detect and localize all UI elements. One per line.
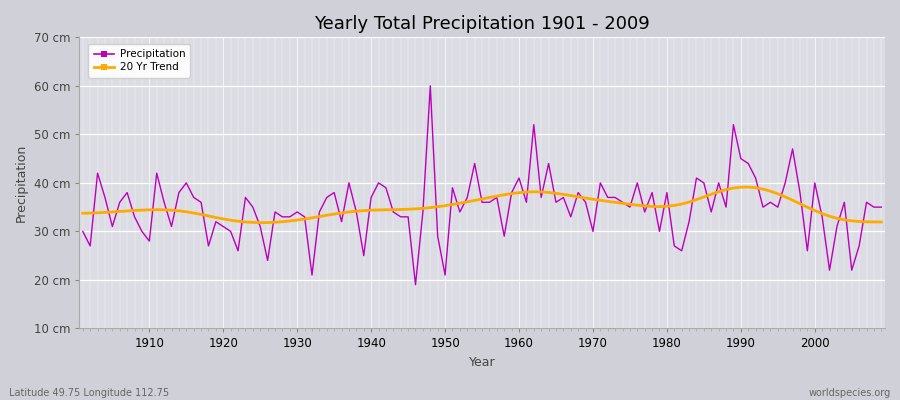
Y-axis label: Precipitation: Precipitation (15, 144, 28, 222)
X-axis label: Year: Year (469, 356, 495, 369)
Legend: Precipitation, 20 Yr Trend: Precipitation, 20 Yr Trend (88, 44, 191, 78)
Title: Yearly Total Precipitation 1901 - 2009: Yearly Total Precipitation 1901 - 2009 (314, 15, 650, 33)
Text: Latitude 49.75 Longitude 112.75: Latitude 49.75 Longitude 112.75 (9, 388, 169, 398)
Text: worldspecies.org: worldspecies.org (809, 388, 891, 398)
